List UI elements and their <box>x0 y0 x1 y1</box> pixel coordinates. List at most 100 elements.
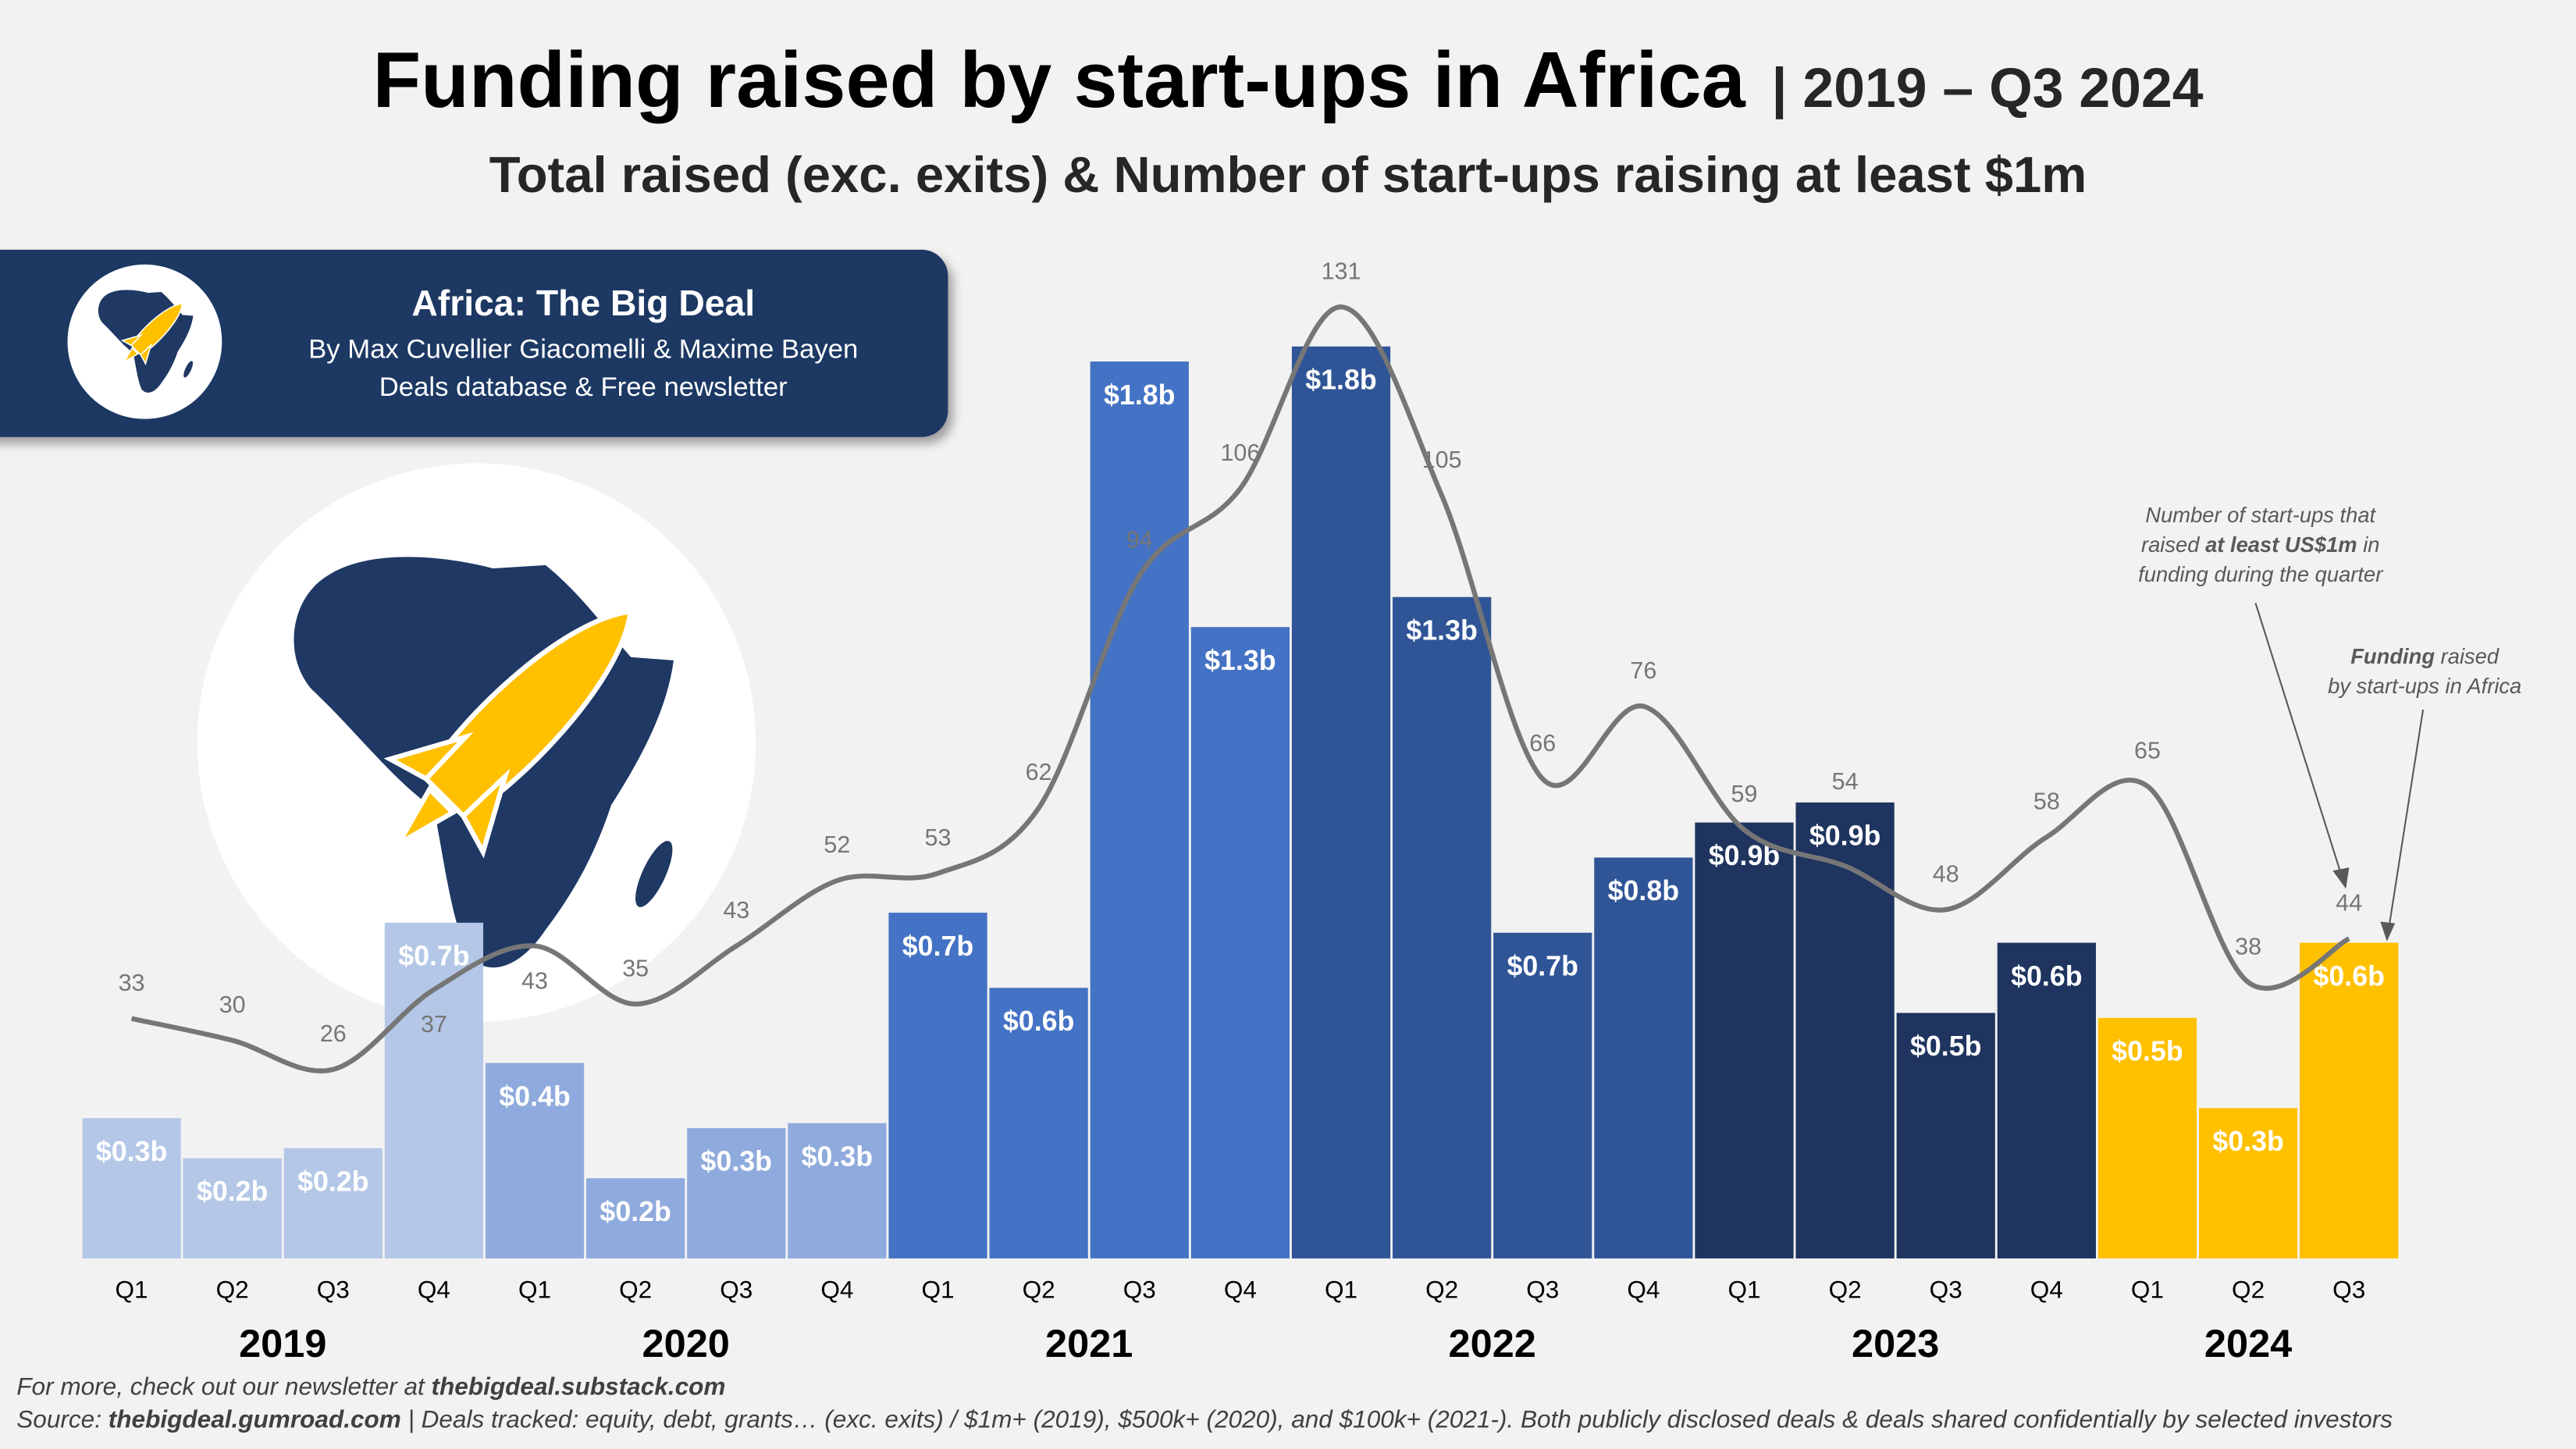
bar-value-label: $1.3b <box>1406 614 1477 646</box>
count-label: 106 <box>1220 440 1260 466</box>
year-label: 2023 <box>1852 1321 1939 1365</box>
x-tick-label: Q2 <box>619 1275 652 1303</box>
bar-2022-q4 <box>1594 857 1693 1259</box>
year-label: 2022 <box>1449 1321 1536 1365</box>
bar-value-label: $0.6b <box>2313 960 2384 992</box>
bar-value-label: $0.7b <box>902 931 973 962</box>
annotation-funding-bars: Funding raised by start-ups in Africa <box>2328 644 2521 942</box>
count-label: 94 <box>1126 527 1153 554</box>
bar-2022-q1 <box>1291 346 1391 1259</box>
count-label: 76 <box>1630 657 1656 684</box>
year-label: 2020 <box>642 1321 730 1365</box>
x-tick-label: Q4 <box>1224 1275 1257 1303</box>
bar-value-label: $0.4b <box>499 1081 570 1112</box>
bar-2021-q1 <box>888 913 987 1259</box>
banner-background <box>0 249 948 437</box>
bar-2024-q2 <box>2198 1108 2298 1259</box>
x-tick-label: Q2 <box>1425 1275 1458 1303</box>
bar-value-label: $1.3b <box>1204 645 1276 676</box>
bars: $0.3b $0.2b $0.2b $0.7b $0.4b $0.2b $0.3b $0.3b… <box>82 346 2399 1259</box>
bar-2019-q1 <box>82 1118 181 1259</box>
bar-value-label: $0.7b <box>398 941 469 972</box>
bar-value-label: $0.3b <box>701 1146 772 1177</box>
chart-title-period: | 2019 – Q3 2024 <box>1772 57 2204 119</box>
chart-subtitle: Total raised (exc. exits) & Number of st… <box>489 146 2087 203</box>
x-tick-label: Q4 <box>820 1275 853 1303</box>
bar-2023-q1 <box>1695 822 1794 1259</box>
count-label: 37 <box>421 1011 447 1038</box>
count-label: 44 <box>2336 890 2362 917</box>
annotation-line-1: Number of start-ups that <box>2145 503 2376 527</box>
x-tick-label: Q3 <box>1123 1275 1156 1303</box>
x-tick-label: Q4 <box>2030 1275 2063 1303</box>
bar-2019-q2 <box>183 1158 282 1259</box>
bar-2020-q2 <box>586 1178 685 1259</box>
bar-value-label: $0.9b <box>1809 821 1880 852</box>
x-tick-label: Q3 <box>2332 1275 2365 1303</box>
footer-newsletter[interactable]: For more, check out our newsletter at th… <box>16 1372 725 1401</box>
annotation-arrow <box>2387 709 2425 931</box>
arrowhead-icon <box>2380 921 2396 942</box>
bar-value-label: $0.5b <box>1910 1031 1981 1062</box>
banner-title: Africa: The Big Deal <box>411 283 755 323</box>
x-tick-label: Q1 <box>1727 1275 1760 1303</box>
bar-2019-q3 <box>283 1148 382 1259</box>
annotation-count-line: Number of start-ups that raised at least… <box>2138 503 2384 889</box>
count-label: 43 <box>723 897 749 924</box>
bar-2019-q4 <box>384 922 484 1259</box>
bar-2020-q1 <box>485 1063 585 1259</box>
count-label: 38 <box>2235 933 2261 959</box>
count-label: 66 <box>1529 730 1556 757</box>
footer-source[interactable]: Source: thebigdeal.gumroad.com | Deals t… <box>16 1405 2393 1433</box>
count-label: 48 <box>1933 860 1959 887</box>
count-labels: 33 30 26 37 43 35 43 52 53 62 94 106 131 105 66 76 59 54 4… <box>119 258 2363 1047</box>
annotation-line-2: by start-ups in Africa <box>2328 674 2521 698</box>
bar-2023-q2 <box>1795 802 1895 1259</box>
x-tick-label: Q3 <box>1526 1275 1559 1303</box>
count-label: 62 <box>1026 759 1052 785</box>
count-label: 58 <box>2033 788 2060 814</box>
bar-value-label: $0.3b <box>2212 1126 2283 1157</box>
year-label: 2024 <box>2204 1321 2292 1365</box>
banner-tagline: Deals database & Free newsletter <box>379 372 788 402</box>
count-label: 105 <box>1422 447 1462 473</box>
count-label: 65 <box>2134 737 2161 764</box>
annotation-line-2: raised at least US$1m in <box>2141 532 2380 557</box>
x-axis: Q1 Q2 Q3 Q4 Q1 Q2 Q3 Q4 Q1 Q2 Q3 Q4 Q1 Q2 Q3 Q4 Q1 Q2 Q3 Q4… <box>116 1275 2366 1365</box>
bar-2024-q3 <box>2300 942 2399 1259</box>
bar-value-label: $0.6b <box>2011 960 2082 992</box>
x-tick-label: Q4 <box>1627 1275 1660 1303</box>
x-tick-label: Q2 <box>216 1275 249 1303</box>
count-label: 35 <box>622 955 649 981</box>
bar-value-label: $1.8b <box>1305 365 1376 396</box>
chart-title-line: Funding raised by start-ups in Africa | 2… <box>372 37 2203 124</box>
bar-2020-q4 <box>788 1123 887 1259</box>
bar-value-label: $0.2b <box>197 1176 268 1207</box>
count-label: 59 <box>1731 781 1758 807</box>
x-tick-label: Q1 <box>518 1275 551 1303</box>
x-tick-label: Q2 <box>2232 1275 2265 1303</box>
count-label: 33 <box>119 970 145 996</box>
bar-2022-q2 <box>1393 596 1492 1259</box>
x-tick-label: Q1 <box>2131 1275 2164 1303</box>
bar-2020-q3 <box>687 1128 786 1259</box>
year-label: 2021 <box>1045 1321 1133 1365</box>
banner[interactable]: Africa: The Big Deal By Max Cuvellier Gi… <box>0 249 948 437</box>
bar-value-label: $0.8b <box>1608 875 1679 906</box>
bar-value-label: $0.3b <box>96 1136 167 1167</box>
annotation-arrow <box>2254 602 2343 880</box>
bar-2021-q3 <box>1090 361 1189 1259</box>
x-tick-label: Q3 <box>720 1275 753 1303</box>
x-tick-label: Q3 <box>317 1275 350 1303</box>
annotation-line-1: Funding raised <box>2350 644 2500 668</box>
bar-2021-q4 <box>1190 627 1290 1259</box>
x-tick-label: Q1 <box>116 1275 148 1303</box>
count-label: 131 <box>1322 258 1361 284</box>
bar-value-label: $0.3b <box>802 1141 873 1172</box>
bar-value-label: $0.5b <box>2112 1036 2183 1067</box>
arrowhead-icon <box>2332 867 2350 889</box>
bar-2022-q3 <box>1493 932 1592 1259</box>
annotation-line-3: funding during the quarter <box>2138 562 2384 586</box>
x-tick-label: Q1 <box>921 1275 954 1303</box>
